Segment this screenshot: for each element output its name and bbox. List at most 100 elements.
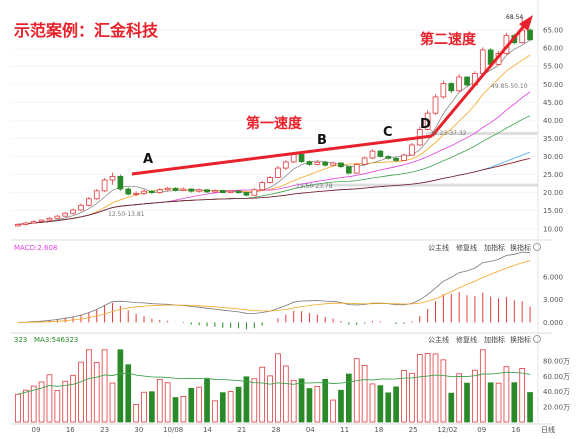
macd-btn-3[interactable]: 加指标 (484, 243, 505, 252)
volume-bar (456, 373, 462, 423)
macd-panel (17, 251, 531, 330)
ma10-line (17, 54, 531, 225)
candle-down (377, 150, 384, 157)
candle-down (338, 162, 344, 168)
volume-bar (22, 389, 29, 423)
volume-bar (141, 391, 147, 423)
volume-bar (101, 349, 108, 423)
second-speed-arrow (430, 25, 526, 137)
support-band (300, 183, 538, 187)
candle-up (409, 144, 415, 156)
candle-up (38, 219, 45, 222)
macd-close-icon[interactable] (533, 243, 541, 251)
volume-btn-3[interactable]: 加指标 (484, 335, 505, 344)
volume-bar (54, 390, 61, 423)
volume-btn-1[interactable]: 公主线 (428, 335, 449, 344)
volume-bar (235, 386, 242, 423)
x-tick-label: 12/02 (437, 426, 457, 434)
candle-up (46, 217, 53, 221)
volume-bar (409, 372, 415, 423)
candle-up (424, 112, 431, 130)
volume-bar (259, 366, 266, 423)
candle-up (86, 198, 92, 206)
first-speed-label: 第一速度 (246, 115, 303, 132)
volume-bar (361, 365, 368, 423)
point-d-label: D (420, 117, 431, 132)
candle-up (314, 161, 321, 165)
range-label-1: 49.85-50.10 (491, 83, 528, 90)
candle-up (361, 157, 368, 165)
x-tick-label: 30 (134, 426, 143, 434)
candle-down (204, 189, 210, 193)
candles (15, 17, 533, 227)
volume-btn-4[interactable]: 换指标 (510, 335, 531, 344)
price-tick-label: 65.00 (543, 27, 563, 35)
volume-bar (377, 385, 384, 423)
candle-down (464, 76, 470, 86)
volume-bar (298, 378, 305, 423)
macd-btn-1[interactable]: 公主线 (428, 243, 449, 252)
volume-tick-label: 60.00万 (543, 373, 570, 381)
volume-btn-2[interactable]: 修复线 (456, 335, 477, 344)
price-tick-label: 15.00 (543, 207, 563, 215)
volume-bar (109, 382, 116, 423)
macd-dea-line (17, 260, 531, 323)
volume-tick-label: 40.00万 (543, 388, 570, 396)
candle-up (401, 154, 407, 161)
volume-close-icon[interactable] (533, 335, 541, 343)
volume-bar (346, 373, 352, 423)
volume-ma-line (17, 371, 531, 395)
volume-bar (267, 375, 273, 423)
axes: 10.00 15.00 20.00 25.00 30.00 35.00 40.00 45.00… (32, 27, 571, 434)
macd-tick-label: 3.000 (543, 296, 563, 304)
candle-down (219, 190, 226, 194)
macd-btn-4[interactable]: 换指标 (510, 243, 531, 252)
candle-up (78, 204, 84, 211)
candle-down (125, 188, 132, 195)
point-c-label: C (383, 125, 393, 140)
volume-bar (440, 359, 447, 423)
volume-bar (322, 378, 329, 423)
candle-up (369, 150, 376, 159)
volume-label-a: 323 (14, 336, 27, 344)
volume-bar (369, 383, 376, 423)
volume-bar (219, 392, 226, 423)
candle-down (527, 29, 533, 41)
range-label-2: 35.23-37.32 (430, 130, 467, 137)
volume-bar (306, 388, 313, 423)
x-tick-label: 25 (409, 426, 418, 434)
volume-bar (527, 392, 533, 423)
x-tick-label: 14 (203, 426, 212, 434)
volume-bar (180, 395, 187, 423)
chart-title: 示范案例：汇金科技 (14, 21, 159, 40)
volume-bar (511, 382, 518, 423)
range-label-3: 23.50-23.78 (296, 183, 333, 190)
candle-up (282, 161, 289, 169)
volume-bar (448, 392, 455, 423)
volume-bar (125, 364, 132, 423)
candle-up (133, 192, 139, 195)
volume-label-b: MA3:546323 (34, 336, 78, 344)
candle-up (15, 224, 21, 227)
macd-btn-2[interactable]: 修复线 (456, 243, 477, 252)
candle-up (330, 162, 336, 166)
price-tick-label: 25.00 (543, 171, 563, 179)
candle-down (306, 161, 313, 165)
x-tick-label: 28 (272, 426, 281, 434)
candle-down (149, 190, 155, 194)
volume-bar (212, 400, 218, 423)
volume-bar (86, 349, 92, 423)
macd-dif-line (17, 251, 531, 323)
timeframe-label[interactable]: 日线 (541, 425, 555, 434)
high-price-label: 68.54 (506, 14, 523, 21)
candle-up (101, 179, 108, 192)
second-speed-label: 第二速度 (420, 31, 477, 48)
x-tick-label: 09 (477, 426, 486, 434)
volume-bar (338, 389, 344, 423)
candle-up (212, 190, 218, 193)
candle-up (440, 83, 447, 98)
volume-bar (243, 376, 250, 423)
ma120-line (17, 158, 531, 225)
